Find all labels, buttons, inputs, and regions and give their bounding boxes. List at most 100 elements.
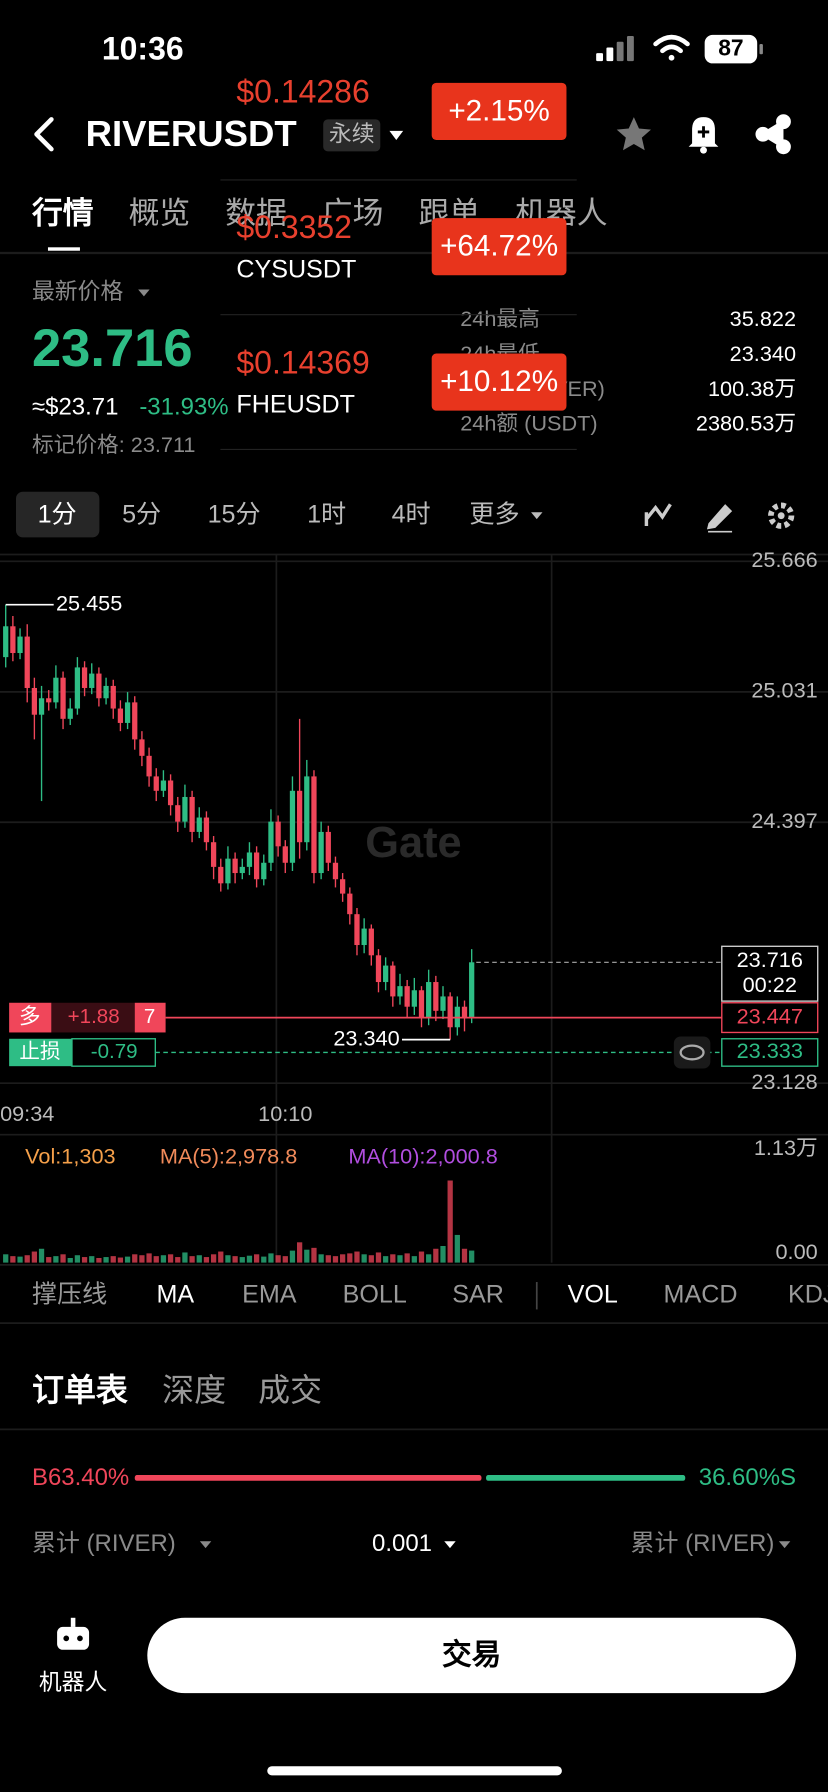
position-side: 多 [19, 1003, 41, 1028]
eye-button-bg[interactable] [673, 1036, 711, 1069]
settings-icon[interactable] [768, 502, 795, 529]
column-arrow [778, 1541, 791, 1549]
volume-bar [110, 1256, 116, 1263]
candle-body [225, 858, 231, 884]
interval-tab[interactable]: 5分 [122, 500, 161, 528]
tab[interactable]: 数据 [225, 195, 287, 230]
indicator-tab[interactable]: KDJ [788, 1280, 828, 1308]
volume-bar [225, 1255, 231, 1263]
stop-label: 止损 [19, 1040, 60, 1063]
indicator-tab[interactable]: EMA [242, 1280, 297, 1308]
indicator-tab[interactable]: BOLL [343, 1280, 407, 1308]
draw-icon[interactable] [706, 504, 733, 533]
stat-label: 24h额 (USDT) [460, 411, 597, 436]
favorite-button[interactable] [616, 117, 651, 151]
position-price-box [721, 1002, 819, 1034]
y-tick-label: 23.128 [751, 1069, 817, 1094]
interval-tab[interactable]: 15分 [208, 500, 261, 528]
volume-bar [189, 1256, 195, 1263]
battery-icon [704, 34, 758, 64]
status-time: 10:36 [102, 30, 184, 66]
orderbook-tab[interactable]: 订单表 [32, 1372, 128, 1408]
candle-body [253, 852, 260, 880]
wifi-icon [653, 34, 690, 61]
tab[interactable]: 行情 [31, 195, 94, 230]
trade-button[interactable] [147, 1617, 797, 1694]
badge-bg [323, 119, 381, 152]
indicator-tab[interactable]: MACD [664, 1280, 738, 1308]
sell-ratio: 36.60%S [699, 1464, 796, 1491]
robot-label[interactable]: 机器人 [39, 1669, 108, 1695]
candle-body [426, 982, 432, 1017]
volume-bar [239, 1257, 245, 1263]
indicator-icon[interactable] [644, 503, 672, 526]
eye-button[interactable] [679, 1044, 705, 1061]
volume-bar [67, 1257, 73, 1263]
price-label-arrow [138, 289, 150, 297]
interval-tab[interactable]: 1时 [307, 500, 346, 528]
volume-bar [404, 1253, 410, 1263]
tab[interactable]: 概览 [129, 195, 191, 230]
candle-body [246, 852, 253, 867]
candle-body [383, 965, 389, 983]
tab[interactable]: 广场 [322, 195, 384, 230]
stop-pnl: -0.79 [91, 1040, 138, 1063]
trade-label[interactable]: 交易 [442, 1637, 501, 1671]
last-price: 23.716 [32, 319, 193, 378]
volume-bar [132, 1254, 138, 1263]
candle-body [167, 780, 174, 806]
pair-price[interactable]: $0.3352 [236, 209, 352, 245]
candle-body [325, 831, 331, 863]
volume-bar [296, 1242, 303, 1263]
candle-body [447, 996, 453, 1028]
candle-body [175, 805, 181, 822]
volume-bar [60, 1254, 66, 1263]
candle-body [103, 685, 109, 699]
current-price: 23.716 [737, 947, 803, 972]
pair-price[interactable]: $0.14369 [236, 344, 369, 380]
pair-name[interactable]: CYSUSDT [236, 255, 356, 283]
volume-bar [160, 1255, 167, 1263]
pair-name[interactable]: FHEUSDT [236, 391, 355, 419]
symbol-dropdown[interactable] [389, 130, 404, 140]
candle-body [275, 821, 281, 847]
back-button[interactable] [34, 117, 54, 152]
volume-bar [418, 1251, 425, 1263]
interval-tab[interactable]: 4时 [392, 500, 431, 528]
volume-bar [196, 1255, 202, 1263]
candle-body [332, 862, 339, 880]
volume-bar [246, 1255, 253, 1263]
mark-price: 标记价格: 23.711 [32, 432, 196, 457]
volume-bar [81, 1257, 88, 1263]
indicator-tab[interactable]: MA [156, 1280, 194, 1308]
column-header[interactable]: 累计 (RIVER) [32, 1530, 176, 1557]
column-arrow [199, 1541, 212, 1549]
volume-bar [261, 1256, 267, 1263]
volume-bar [311, 1247, 317, 1263]
stop-pnl-box [71, 1038, 157, 1067]
share-button[interactable] [755, 114, 791, 155]
volume-tick-label: 0.00 [776, 1239, 818, 1264]
orderbook-tab[interactable]: 深度 [162, 1372, 226, 1408]
volume-bar [232, 1256, 238, 1263]
robot-icon[interactable] [57, 1617, 90, 1650]
column-header[interactable]: 累计 (RIVER) [631, 1530, 775, 1557]
interval-tab[interactable]: 1分 [38, 500, 77, 528]
settings-icon-core[interactable] [777, 512, 785, 520]
precision-select[interactable]: 0.001 [372, 1530, 432, 1557]
pair-price[interactable]: $0.14286 [236, 74, 369, 110]
indicator-tab[interactable]: 撑压线 [32, 1280, 107, 1308]
volume-bar [375, 1252, 382, 1263]
indicator-tab[interactable]: SAR [452, 1280, 504, 1308]
candle-body [361, 928, 367, 946]
indicator-tab[interactable]: VOL [568, 1280, 618, 1308]
symbol[interactable]: RIVERUSDT [86, 113, 297, 154]
volume-bar [411, 1256, 417, 1263]
orderbook-tab[interactable]: 成交 [258, 1372, 322, 1408]
candle-body [132, 702, 138, 740]
alert-button[interactable] [688, 117, 719, 154]
interval-tab[interactable]: 更多 [469, 500, 519, 528]
pair-change: +2.15% [448, 94, 550, 127]
